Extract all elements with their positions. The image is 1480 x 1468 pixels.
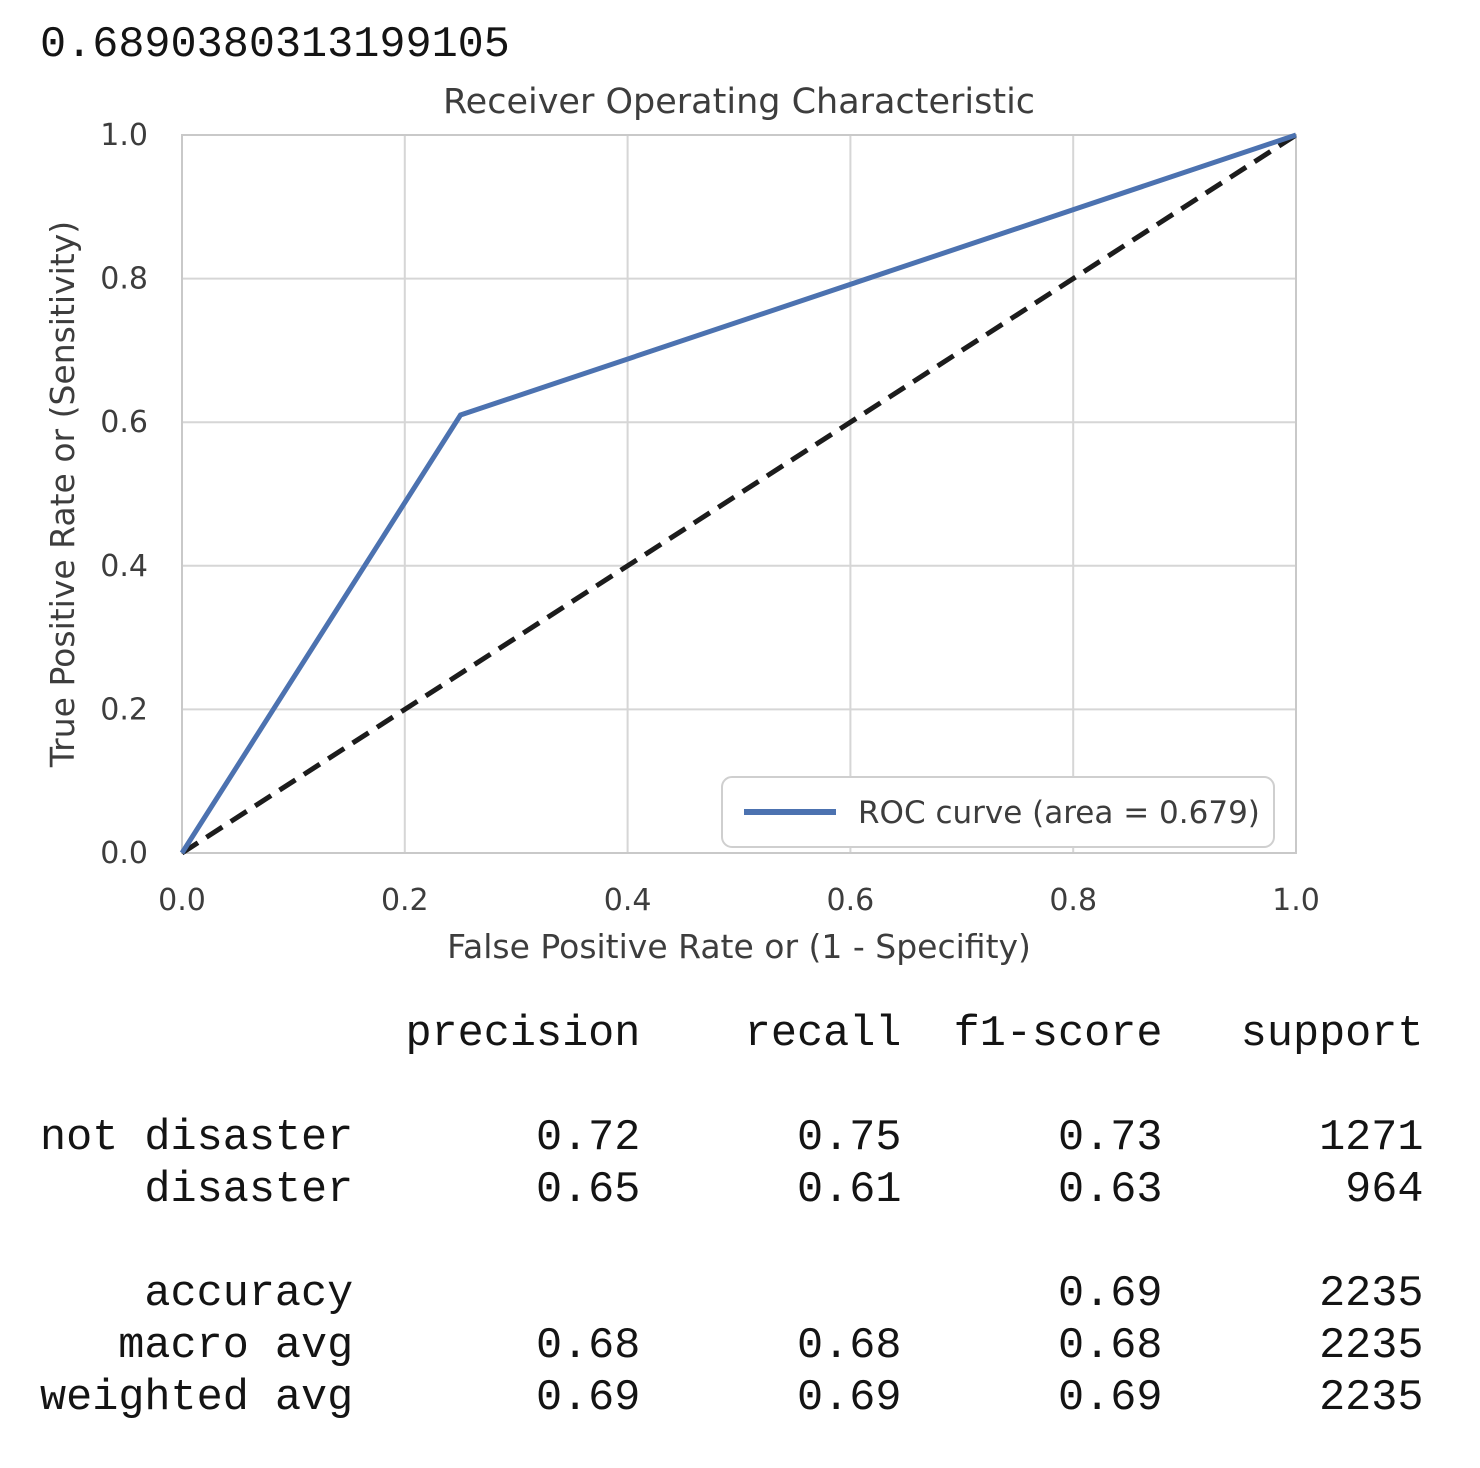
- report-cell-recall: 0.68: [797, 1322, 902, 1371]
- y-tick-label: 1.0: [100, 118, 148, 153]
- x-tick-label: 0.4: [604, 883, 652, 918]
- y-tick-label: 0.2: [100, 692, 148, 727]
- report-row-label: disaster: [144, 1166, 354, 1215]
- report-cell-precision: 0.69: [535, 1374, 641, 1423]
- legend: ROC curve (area = 0.679): [721, 776, 1275, 848]
- x-axis-label: False Positive Rate or (1 - Specifity): [447, 927, 1031, 966]
- legend-box: [721, 776, 1275, 848]
- report-header-support: support: [1240, 1010, 1424, 1059]
- chance-diagonal-line: [180, 132, 1298, 856]
- report-cell-precision: 0.65: [535, 1166, 641, 1215]
- y-axis-tick-labels: 0.0 0.2 0.4 0.6 0.8 1.0: [100, 118, 148, 871]
- x-tick-label: 0.0: [158, 883, 206, 918]
- report-cell-f1: 0.68: [1058, 1322, 1163, 1371]
- report-row-macro-avg: macro avg 0.68 0.68 0.68 2235: [40, 1321, 1423, 1373]
- y-axis-label: True Positive Rate or (Sensitivity): [43, 221, 82, 768]
- report-row-label: weighted avg: [40, 1374, 354, 1423]
- report-header-row: precision recall f1-score support: [40, 1009, 1423, 1061]
- report-cell-support: 2235: [1319, 1270, 1424, 1319]
- report-cell-recall: 0.75: [797, 1114, 902, 1163]
- report-cell-precision: 0.68: [535, 1322, 641, 1371]
- report-cell-support: 2235: [1319, 1322, 1424, 1371]
- roc-chart: Receiver Operating Characteristic False …: [43, 82, 1320, 966]
- y-tick-label: 0.8: [100, 262, 148, 297]
- report-cell-f1: 0.73: [1058, 1114, 1163, 1163]
- report-cell-recall: 0.61: [797, 1166, 902, 1215]
- report-row-label: macro avg: [118, 1322, 354, 1371]
- report-cell-precision: [353, 1269, 640, 1321]
- y-tick-label: 0.4: [100, 549, 148, 584]
- legend-label: ROC curve (area = 0.679): [858, 795, 1260, 831]
- x-axis-tick-labels: 0.0 0.2 0.4 0.6 0.8 1.0: [158, 883, 1320, 918]
- report-cell-precision: 0.72: [535, 1114, 641, 1163]
- report-row-accuracy: accuracy 0.69 2235: [40, 1269, 1423, 1321]
- x-tick-label: 1.0: [1272, 883, 1320, 918]
- chart-title: Receiver Operating Characteristic: [443, 82, 1035, 122]
- report-cell-f1: 0.69: [1058, 1270, 1163, 1319]
- report-header-f1: f1-score: [953, 1010, 1163, 1059]
- report-cell-support: 964: [1345, 1166, 1424, 1215]
- y-tick-label: 0.6: [100, 405, 148, 440]
- plot-border: [181, 134, 1297, 854]
- y-tick-label: 0.0: [100, 836, 148, 871]
- gridlines: [181, 134, 1297, 854]
- x-tick-label: 0.6: [827, 883, 875, 918]
- classification-report: precision recall f1-score support not di…: [40, 1009, 1423, 1425]
- report-cell-recall: 0.69: [797, 1374, 902, 1423]
- report-cell-f1: 0.69: [1058, 1374, 1163, 1423]
- x-tick-label: 0.2: [381, 883, 429, 918]
- report-row-label: not disaster: [40, 1114, 354, 1163]
- roc-curve-line: [179, 132, 1297, 855]
- report-row-weighted-avg: weighted avg 0.69 0.69 0.69 2235: [40, 1373, 1423, 1425]
- report-header-spacer: [40, 1009, 353, 1061]
- report-row-label: accuracy: [144, 1270, 354, 1319]
- auc-score-output: 0.6890380313199105: [40, 21, 510, 70]
- report-row-not-disaster: not disaster 0.72 0.75 0.73 1271: [40, 1113, 1423, 1165]
- report-row-disaster: disaster 0.65 0.61 0.63 964: [40, 1165, 1423, 1217]
- report-cell-support: 2235: [1319, 1374, 1424, 1423]
- x-tick-label: 0.8: [1049, 883, 1097, 918]
- report-cell-support: 1271: [1319, 1114, 1424, 1163]
- report-header-recall: recall: [744, 1010, 902, 1059]
- report-cell-recall: [640, 1269, 901, 1321]
- report-header-precision: precision: [405, 1010, 641, 1059]
- report-cell-f1: 0.63: [1058, 1166, 1163, 1215]
